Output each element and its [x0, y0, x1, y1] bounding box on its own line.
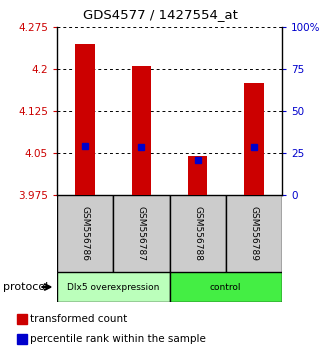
Text: percentile rank within the sample: percentile rank within the sample — [30, 334, 206, 344]
Bar — [226, 195, 282, 272]
Text: protocol: protocol — [3, 282, 48, 292]
Text: GSM556789: GSM556789 — [249, 206, 258, 261]
Text: Dlx5 overexpression: Dlx5 overexpression — [67, 282, 159, 291]
Bar — [57, 195, 113, 272]
Text: control: control — [210, 282, 242, 291]
Bar — [17, 334, 27, 344]
Bar — [244, 83, 264, 195]
Bar — [17, 314, 27, 324]
Bar — [57, 272, 170, 302]
Text: GSM556787: GSM556787 — [137, 206, 146, 261]
Text: GSM556786: GSM556786 — [81, 206, 90, 261]
Bar — [132, 66, 151, 195]
Bar — [75, 44, 95, 195]
Bar — [170, 195, 226, 272]
Bar — [188, 156, 207, 195]
Text: GDS4577 / 1427554_at: GDS4577 / 1427554_at — [83, 8, 237, 21]
Bar — [113, 195, 170, 272]
Bar — [170, 272, 282, 302]
Text: GSM556788: GSM556788 — [193, 206, 202, 261]
Text: transformed count: transformed count — [30, 314, 128, 324]
